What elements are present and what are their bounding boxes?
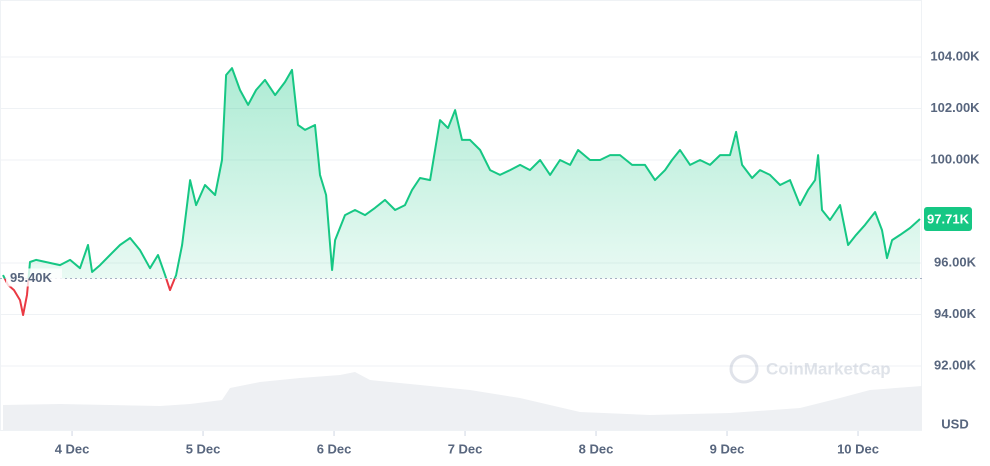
y-tick-label: 104.00K xyxy=(930,48,980,63)
last-price-label: 97.71K xyxy=(927,211,970,226)
y-tick-label: 92.00K xyxy=(934,357,977,372)
last-price-tag xyxy=(924,206,972,231)
volume-area xyxy=(3,372,922,430)
watermark-text: CoinMarketCap xyxy=(766,359,891,378)
y-tick-label: 94.00K xyxy=(934,306,977,321)
x-tick-label: 6 Dec xyxy=(317,441,352,456)
x-tick-label: 9 Dec xyxy=(710,441,745,456)
y-tick-label: 96.00K xyxy=(934,254,977,269)
x-tick-label: 4 Dec xyxy=(55,441,90,456)
x-tick-label: 10 Dec xyxy=(837,441,879,456)
unit-label: USD xyxy=(941,416,968,431)
plot: 95.40K xyxy=(0,67,922,316)
y-tick-label: 100.00K xyxy=(930,151,980,166)
y-tick-label: 102.00K xyxy=(930,100,980,115)
x-tick-label: 5 Dec xyxy=(186,441,221,456)
price-line-up xyxy=(2,67,921,279)
baseline-label: 95.40K xyxy=(10,270,53,285)
baseline-label-bg xyxy=(6,268,62,287)
watermark: CoinMarketCap xyxy=(729,354,891,384)
price-area xyxy=(3,68,920,279)
axes: 92.00K 94.00K 96.00K 100.00K 102.00K 104.00K 4… xyxy=(55,48,980,456)
plot-frame xyxy=(0,0,922,431)
x-tick-label: 7 Dec xyxy=(448,441,483,456)
x-tick-label: 8 Dec xyxy=(579,441,614,456)
